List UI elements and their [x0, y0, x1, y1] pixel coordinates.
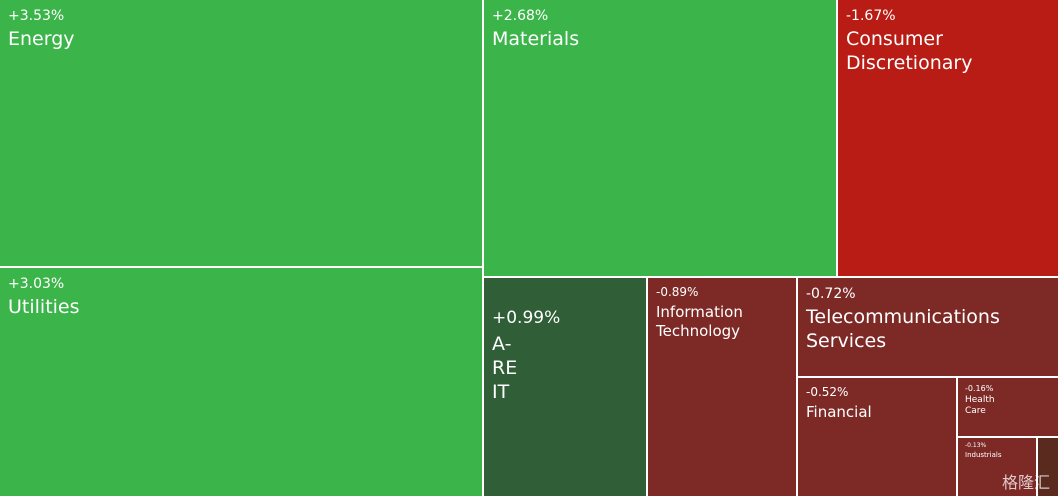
sector-name: Information Technology — [656, 303, 743, 340]
watermark: 格隆汇 — [1001, 473, 1050, 492]
tile: -0.13% Industrials — [958, 438, 1036, 496]
change-label: +0.99% — [492, 308, 561, 328]
sector-name: Utilities — [8, 296, 80, 318]
change-label: -0.52% — [806, 385, 849, 399]
sector-name: Telecommunications Services — [806, 306, 1000, 352]
change-label: +3.03% — [8, 276, 65, 292]
sector-name: Consumer Discretionary — [846, 28, 973, 74]
change-label: -0.13% — [965, 442, 987, 449]
sector-name: Financial — [806, 403, 872, 421]
tile: +3.53% Energy — [0, 0, 482, 266]
change-label: +3.53% — [8, 8, 65, 24]
change-label: -0.89% — [656, 285, 699, 299]
change-label: +2.68% — [492, 8, 549, 24]
change-label: -0.16% — [965, 384, 994, 393]
sector-name: Materials — [492, 28, 580, 50]
tile: +0.99% A-REIT — [484, 278, 646, 496]
tile-other — [1038, 438, 1058, 496]
sector-name: Energy — [8, 28, 75, 50]
tile: +2.68% Materials — [484, 0, 836, 276]
tile: -0.72% Telecommunications Services — [798, 278, 1058, 376]
tile: +3.03% Utilities — [0, 268, 482, 496]
tile: -1.67% Consumer Discretionary — [838, 0, 1058, 276]
sector-name: Industrials — [965, 451, 1002, 459]
sector-name: A-REIT — [492, 333, 518, 403]
sector-name: Health Care — [965, 395, 995, 417]
tile: -0.89% Information Technology — [648, 278, 796, 496]
change-label: -0.72% — [806, 286, 856, 302]
tile: -0.16% Health Care — [958, 378, 1058, 436]
change-label: -1.67% — [846, 8, 896, 24]
tile: -0.52% Financial — [798, 378, 956, 496]
